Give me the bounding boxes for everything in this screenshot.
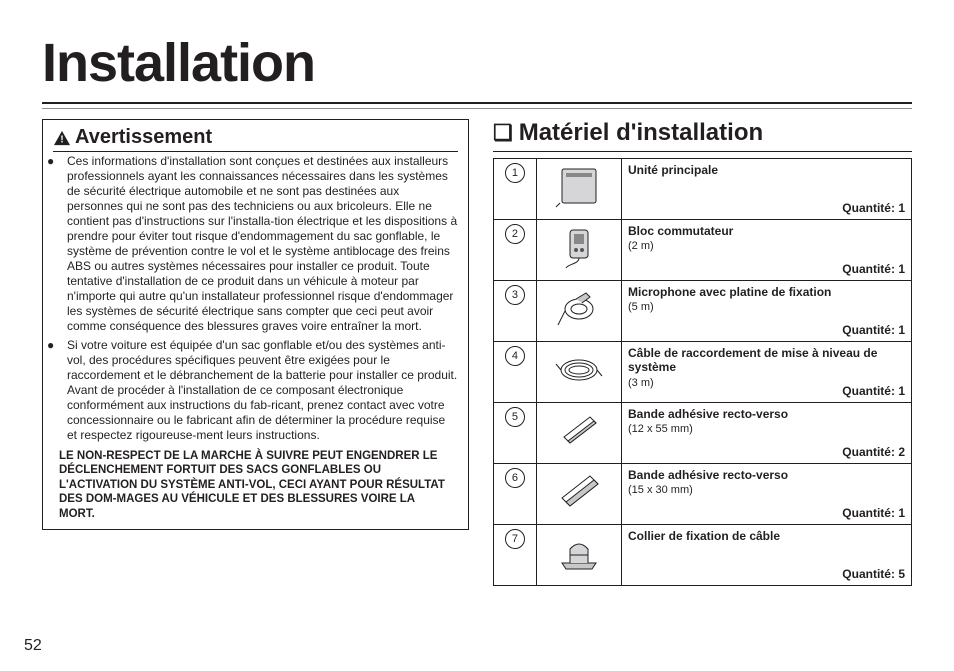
warning-box: ! Avertissement ●Ces informations d'inst… [42, 119, 469, 530]
left-column: ! Avertissement ●Ces informations d'inst… [42, 119, 469, 586]
item-image [536, 159, 621, 220]
warning-para-2-text: Si votre voiture est équipée d'un sac go… [67, 338, 457, 442]
item-desc: Unité principale Quantité: 1 [621, 159, 911, 220]
item-name: Collier de fixation de câble [628, 529, 905, 543]
item-number: 7 [493, 525, 536, 586]
item-desc: Câble de raccordement de mise à niveau d… [621, 342, 911, 403]
table-row: 1 Unité principale Quantité: 1 [493, 159, 911, 220]
item-name: Bande adhésive recto-verso(15 x 30 mm) [628, 468, 905, 498]
table-row: 4 Câble de raccordement de mise à niveau… [493, 342, 911, 403]
item-name: Bande adhésive recto-verso(12 x 55 mm) [628, 407, 905, 437]
warning-para-1-text: Ces informations d'installation sont con… [67, 154, 457, 333]
item-qty: Quantité: 1 [842, 323, 905, 337]
item-qty: Quantité: 1 [842, 262, 905, 276]
warning-para-2: ●Si votre voiture est équipée d'un sac g… [67, 338, 458, 443]
table-row: 2 Bloc commutateur(2 m) Quantité: 1 [493, 220, 911, 281]
switch-block-icon [552, 224, 606, 270]
item-number: 6 [493, 464, 536, 525]
item-name: Bloc commutateur(2 m) [628, 224, 905, 254]
title-rule-thin [42, 108, 912, 109]
item-desc: Microphone avec platine de fixation(5 m)… [621, 281, 911, 342]
item-image [536, 220, 621, 281]
item-number: 2 [493, 220, 536, 281]
item-desc: Bande adhésive recto-verso(12 x 55 mm) Q… [621, 403, 911, 464]
item-number: 4 [493, 342, 536, 403]
right-column: ❏ Matériel d'installation 1 Unité [493, 119, 912, 586]
warning-heading: ! Avertissement [53, 126, 458, 152]
table-row: 5 Bande adhésive recto-verso(12 x 55 mm)… [493, 403, 911, 464]
page-number: 52 [24, 637, 42, 655]
microphone-icon [552, 285, 606, 331]
item-number: 1 [493, 159, 536, 220]
item-qty: Quantité: 1 [842, 384, 905, 398]
page-title: Installation [42, 32, 912, 94]
table-row: 7 Collier de fixation de câble Quantité:… [493, 525, 911, 586]
table-row: 6 Bande adhésive recto-verso(15 x 30 mm)… [493, 464, 911, 525]
hardware-table: 1 Unité principale Quantité: 1 [493, 158, 912, 586]
warning-heading-text: Avertissement [75, 126, 212, 149]
cable-clamp-icon [552, 529, 606, 575]
warning-body: ●Ces informations d'installation sont co… [53, 154, 458, 521]
item-image [536, 342, 621, 403]
hardware-heading-text: Matériel d'installation [519, 119, 763, 147]
item-desc: Bande adhésive recto-verso(15 x 30 mm) Q… [621, 464, 911, 525]
warning-para-1: ●Ces informations d'installation sont co… [67, 154, 458, 334]
item-desc: Bloc commutateur(2 m) Quantité: 1 [621, 220, 911, 281]
hardware-heading: ❏ Matériel d'installation [493, 119, 912, 152]
item-number: 5 [493, 403, 536, 464]
two-column-layout: ! Avertissement ●Ces informations d'inst… [42, 119, 912, 586]
tape-strip-icon [552, 468, 606, 514]
main-unit-icon [552, 163, 606, 209]
item-number: 3 [493, 281, 536, 342]
warning-icon: ! [53, 130, 71, 146]
item-qty: Quantité: 1 [842, 201, 905, 215]
manual-page: Installation ! Avertissement ●Ces inform… [0, 0, 954, 671]
item-qty: Quantité: 2 [842, 445, 905, 459]
tape-strip-icon [552, 407, 606, 453]
svg-text:!: ! [60, 134, 63, 145]
item-image [536, 525, 621, 586]
cable-icon [552, 346, 606, 392]
item-image [536, 281, 621, 342]
warning-bold: LE NON-RESPECT DE LA MARCHE À SUIVRE PEU… [59, 449, 452, 521]
title-rule-thick [42, 102, 912, 104]
item-name: Microphone avec platine de fixation(5 m) [628, 285, 905, 315]
item-qty: Quantité: 5 [842, 567, 905, 581]
table-row: 3 Microphone avec platine de fixation(5 … [493, 281, 911, 342]
section-marker-icon: ❏ [493, 122, 513, 144]
item-name: Unité principale [628, 163, 905, 177]
item-qty: Quantité: 1 [842, 506, 905, 520]
item-image [536, 464, 621, 525]
item-desc: Collier de fixation de câble Quantité: 5 [621, 525, 911, 586]
item-image [536, 403, 621, 464]
